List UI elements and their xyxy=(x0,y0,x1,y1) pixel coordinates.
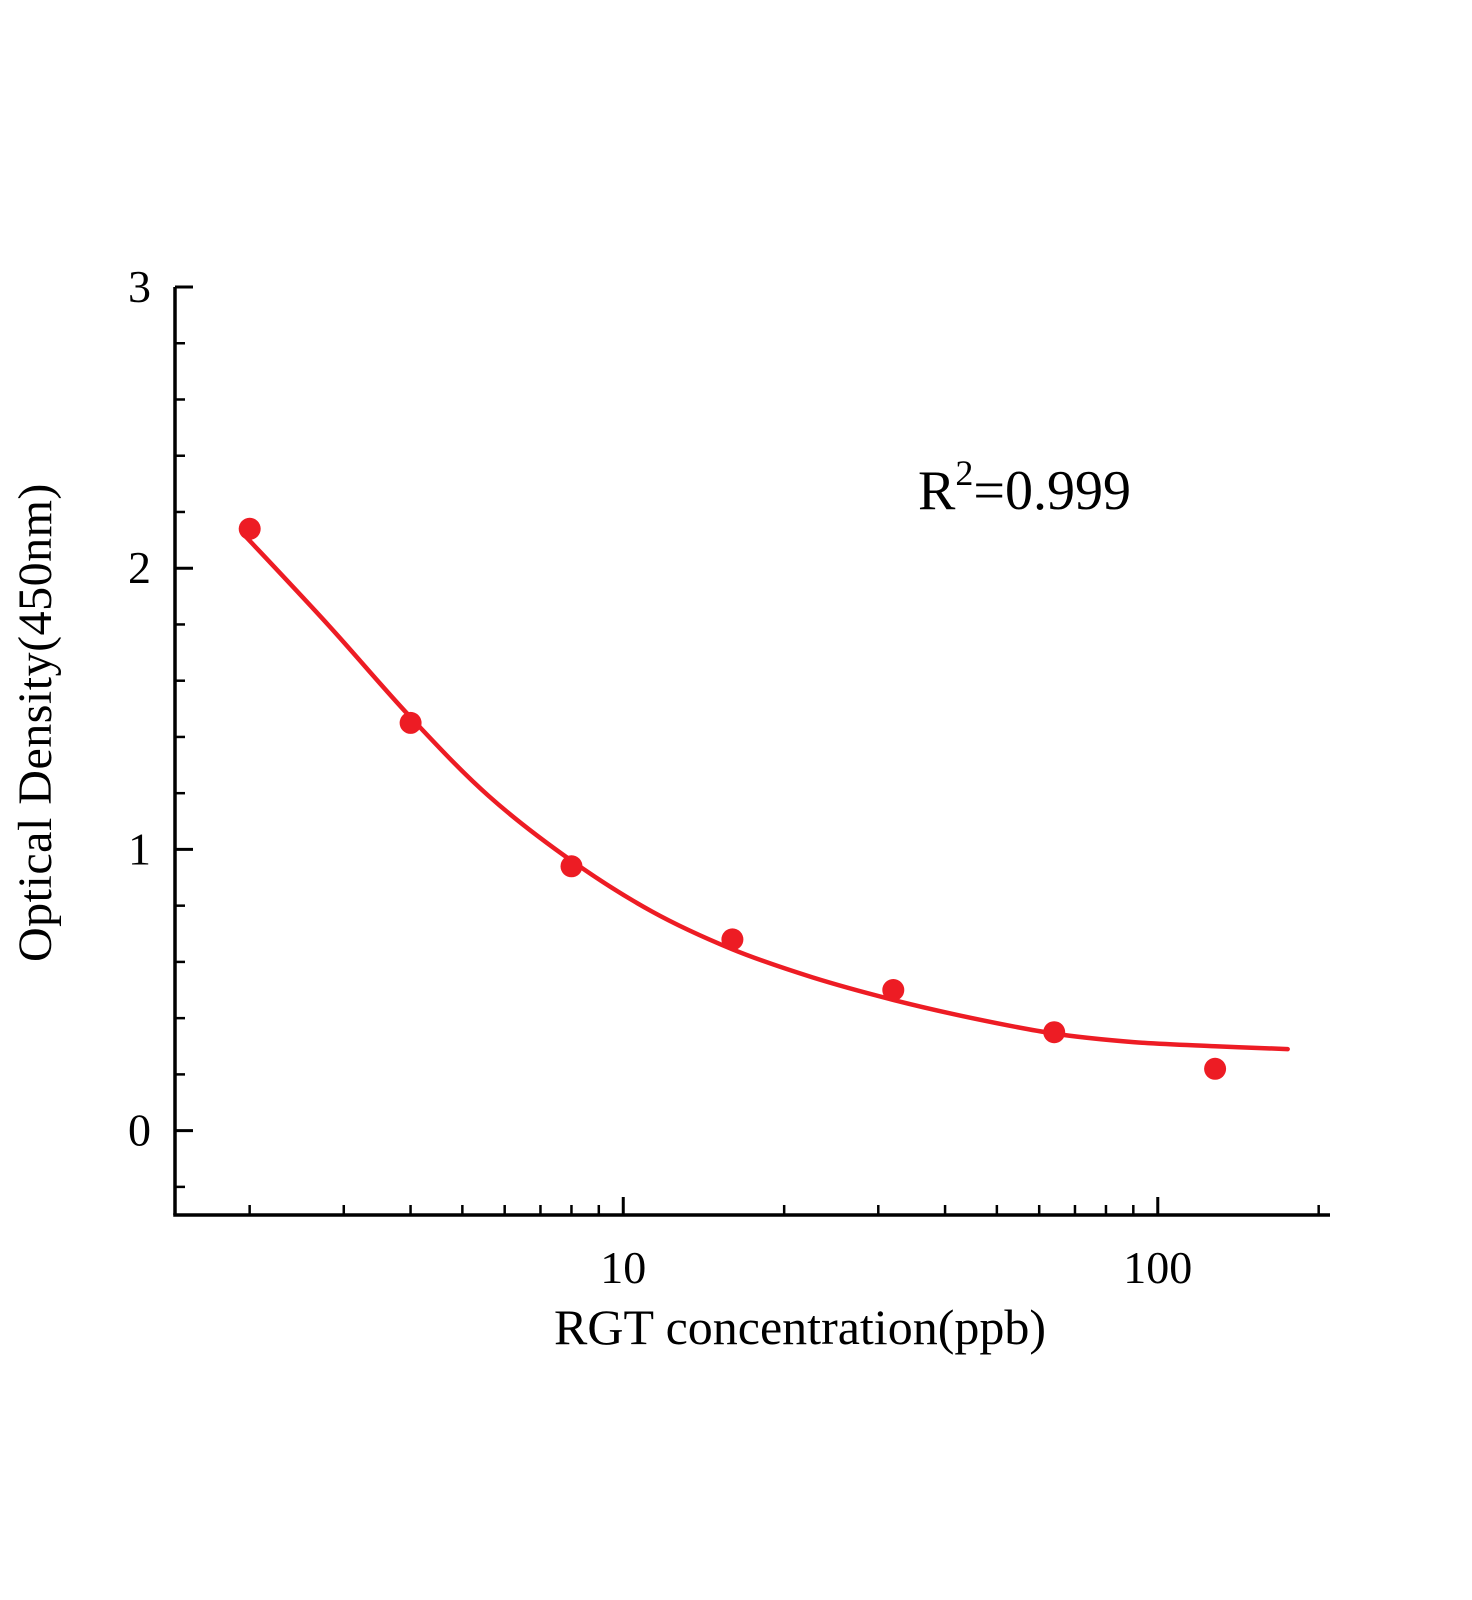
fit-curve xyxy=(241,532,1290,1052)
x-axis-title: RGT concentration(ppb) xyxy=(554,1299,1046,1355)
r-squared-annotation: R2=0.999 xyxy=(918,452,1131,523)
data-point xyxy=(560,855,583,878)
data-point xyxy=(882,979,905,1001)
y-tick-label: 3 xyxy=(128,261,151,312)
y-tick-label: 0 xyxy=(128,1105,151,1156)
x-tick-label: 100 xyxy=(1123,1242,1192,1293)
data-point xyxy=(399,711,422,734)
data-point xyxy=(721,928,744,951)
data-point xyxy=(1043,1021,1066,1044)
r-squared-exponent: 2 xyxy=(955,453,974,493)
y-axis-title: Optical Density(450nm) xyxy=(9,483,62,962)
r-squared-base: R xyxy=(918,460,956,522)
x-tick-label: 10 xyxy=(600,1242,646,1293)
r-squared-value: =0.999 xyxy=(973,460,1131,522)
data-point xyxy=(1204,1057,1227,1080)
y-tick-label: 1 xyxy=(128,823,151,874)
data-point xyxy=(238,517,261,540)
y-tick-label: 2 xyxy=(128,542,151,593)
